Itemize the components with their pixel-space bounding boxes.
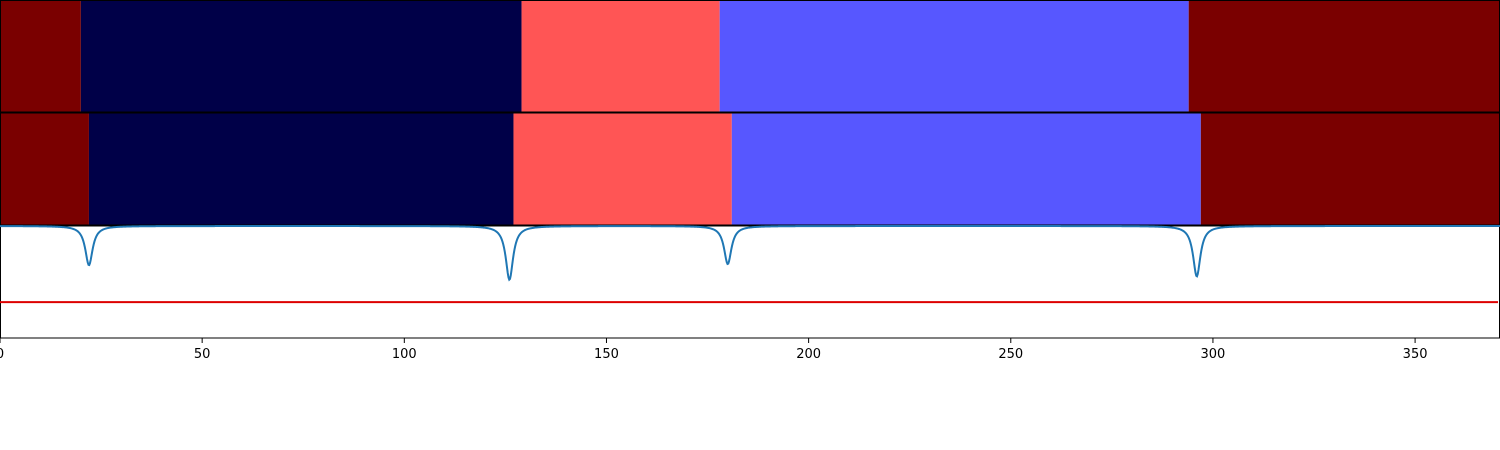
segment-1-5: [1188, 1, 1500, 112]
segment-2-3: [513, 113, 732, 225]
x-tick-label: 0: [0, 347, 4, 362]
segment-2-4: [731, 113, 1201, 225]
segment-1-3: [521, 1, 720, 112]
x-axis: 0 50 100 150 200 250 300 350: [0, 338, 1428, 362]
x-tick-label: 100: [392, 347, 417, 362]
segment-row-2: [0, 113, 1500, 225]
signal-plot: [0, 225, 1500, 304]
segment-2-2: [88, 113, 514, 225]
x-tick-label: 200: [796, 347, 821, 362]
x-tick-label: 50: [194, 347, 211, 362]
x-tick-label: 250: [998, 347, 1023, 362]
segment-1-2: [80, 1, 522, 112]
segment-1-1: [0, 1, 81, 112]
segment-row-1: [0, 1, 1500, 112]
x-tick-label: 350: [1403, 347, 1428, 362]
segment-2-5: [1200, 113, 1500, 225]
segment-1-4: [719, 1, 1189, 112]
segment-2-1: [0, 113, 89, 225]
signal-plot-frame: [0, 225, 1500, 339]
signal-line: [0, 225, 1500, 282]
x-tick-label: 300: [1201, 347, 1226, 362]
x-tick-label: 150: [594, 347, 619, 362]
